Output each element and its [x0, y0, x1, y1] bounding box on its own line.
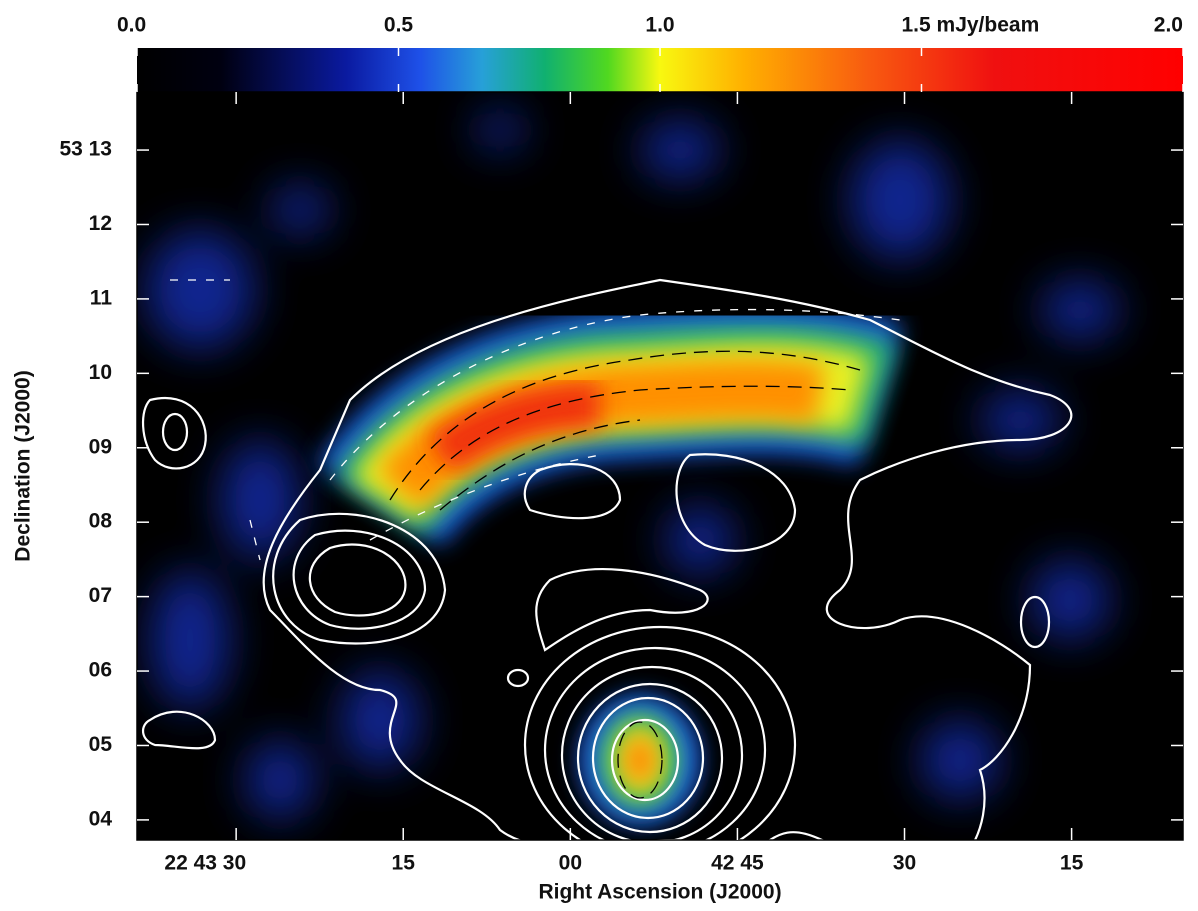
x-tick-label: 30 [893, 852, 916, 875]
y-axis-title: Declination (J2000) [12, 370, 35, 561]
y-tick-label: 04 [89, 807, 113, 830]
y-tick-label: 07 [89, 584, 112, 607]
x-tick-label: 15 [1060, 852, 1084, 875]
y-tick-label: 11 [90, 286, 113, 309]
x-tick-label: 22 43 30 [164, 852, 246, 875]
x-axis-title: Right Ascension (J2000) [538, 881, 781, 904]
y-tick-label: 06 [89, 659, 112, 682]
chart: Right Ascension (J2000) Declination (J20… [0, 0, 1198, 911]
colorbar-tick-label: 0.5 [384, 14, 414, 37]
colorbar-tick-label: 0.0 [117, 14, 146, 37]
colorbar-tick-label: 1.0 [645, 14, 674, 37]
x-tick-label: 42 45 [711, 852, 764, 875]
y-tick-label: 10 [89, 361, 112, 384]
x-tick-label: 15 [392, 852, 416, 875]
y-tick-label: 09 [89, 435, 112, 458]
y-tick-label: 12 [89, 212, 112, 235]
x-tick-label: 00 [559, 852, 582, 875]
y-tick-label: 53 13 [59, 138, 112, 161]
colorbar-tick-label: 2.0 [1154, 14, 1183, 37]
image [137, 92, 1183, 883]
y-tick-label: 05 [89, 733, 113, 756]
y-tick-label: 08 [89, 510, 113, 533]
colorbar-tick-label: 1.5 mJy/beam [902, 14, 1040, 37]
